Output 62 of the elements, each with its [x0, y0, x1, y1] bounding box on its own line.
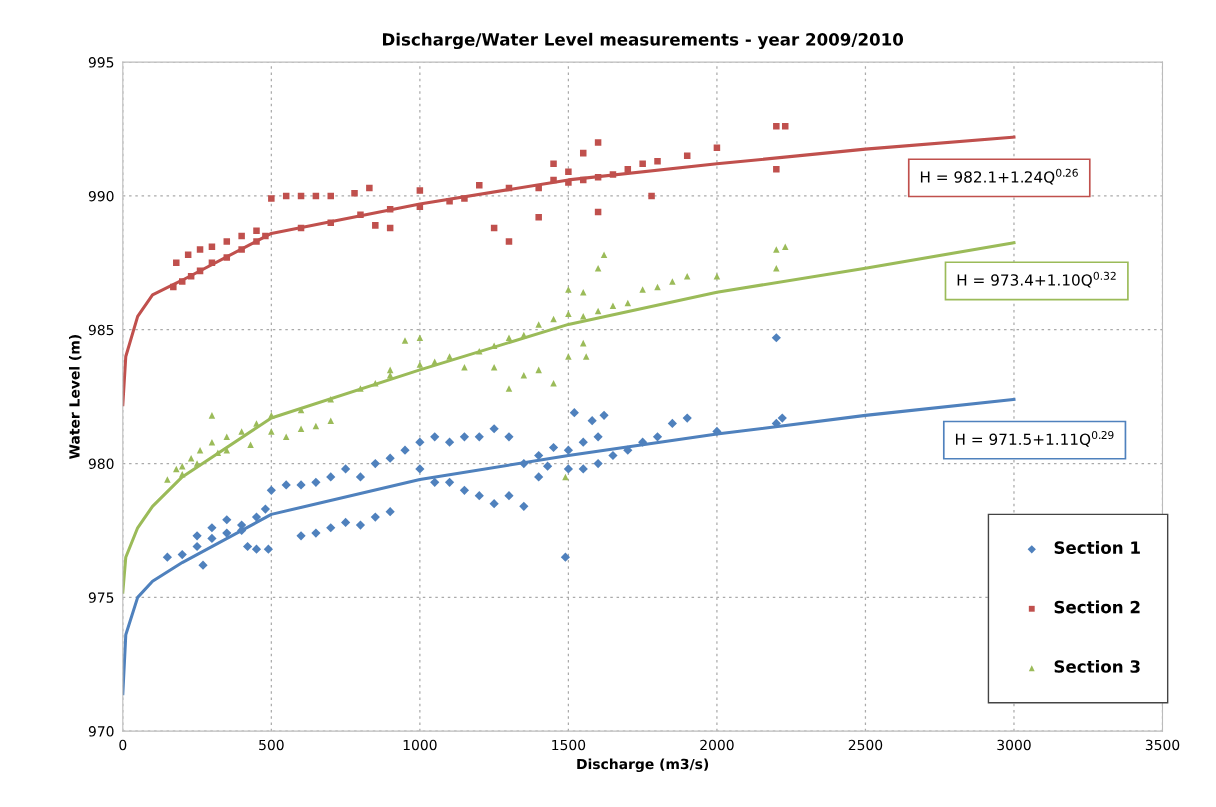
point	[609, 171, 617, 178]
point	[579, 176, 587, 184]
x-tick-label: 3000	[997, 739, 1031, 751]
x-tick-label: 2000	[700, 739, 734, 751]
point	[238, 232, 245, 240]
point	[327, 219, 335, 226]
chart-title: Discharge/Water Level measurements - year 2009/2010	[382, 32, 904, 50]
point	[372, 222, 379, 229]
x-tick-label: 2500	[848, 739, 883, 751]
annotation: H = 982.1+1.24Q$^{0.26}$	[920, 168, 1078, 185]
x-tick-label: 1500	[552, 739, 586, 751]
point	[773, 165, 780, 173]
point	[476, 181, 483, 189]
x-axis-title: Discharge (m3/s)	[577, 758, 709, 773]
annotation: H = 971.5+1.11Q$^{0.29}$	[955, 430, 1114, 447]
point	[223, 254, 231, 261]
legend-label: Section 2	[1054, 600, 1140, 614]
point	[196, 246, 204, 253]
legend-label: Section 1	[1054, 541, 1140, 554]
x-tick-label: 1000	[403, 739, 437, 751]
point	[178, 278, 186, 285]
point	[773, 123, 780, 130]
y-tick-label: 970	[88, 726, 114, 737]
point	[446, 198, 453, 205]
point	[366, 184, 373, 192]
point	[253, 238, 260, 245]
point	[327, 192, 335, 200]
point	[416, 187, 424, 194]
point	[565, 168, 572, 176]
y-tick-label: 985	[88, 324, 114, 336]
point	[262, 232, 269, 240]
point	[505, 238, 513, 245]
point	[639, 160, 646, 168]
point	[648, 192, 655, 200]
point	[268, 195, 275, 202]
y-tick-label: 980	[88, 458, 114, 470]
point	[170, 283, 177, 291]
annotation: H = 973.4+1.10Q$^{0.32}$	[957, 271, 1116, 288]
point	[535, 184, 542, 192]
point	[357, 211, 364, 218]
point	[550, 176, 557, 184]
point	[579, 149, 587, 157]
point	[173, 259, 180, 267]
point	[781, 123, 789, 130]
point	[594, 139, 602, 146]
x-tick-label: 0	[119, 739, 127, 751]
point	[351, 190, 358, 197]
x-tick-label: 500	[259, 739, 284, 751]
y-tick-label: 990	[88, 190, 114, 202]
point	[654, 157, 661, 165]
point	[535, 214, 542, 221]
point	[253, 227, 260, 234]
x-tick-label: 3500	[1145, 739, 1180, 751]
point	[461, 195, 468, 202]
point	[386, 206, 394, 213]
y-tick-label: 995	[88, 57, 114, 68]
point	[550, 160, 557, 168]
point	[223, 238, 231, 245]
y-tick-label: 975	[88, 592, 114, 603]
point	[238, 246, 245, 253]
y-axis-title: Water Level (m)	[68, 335, 82, 459]
legend-label: Section 3	[1054, 659, 1140, 673]
